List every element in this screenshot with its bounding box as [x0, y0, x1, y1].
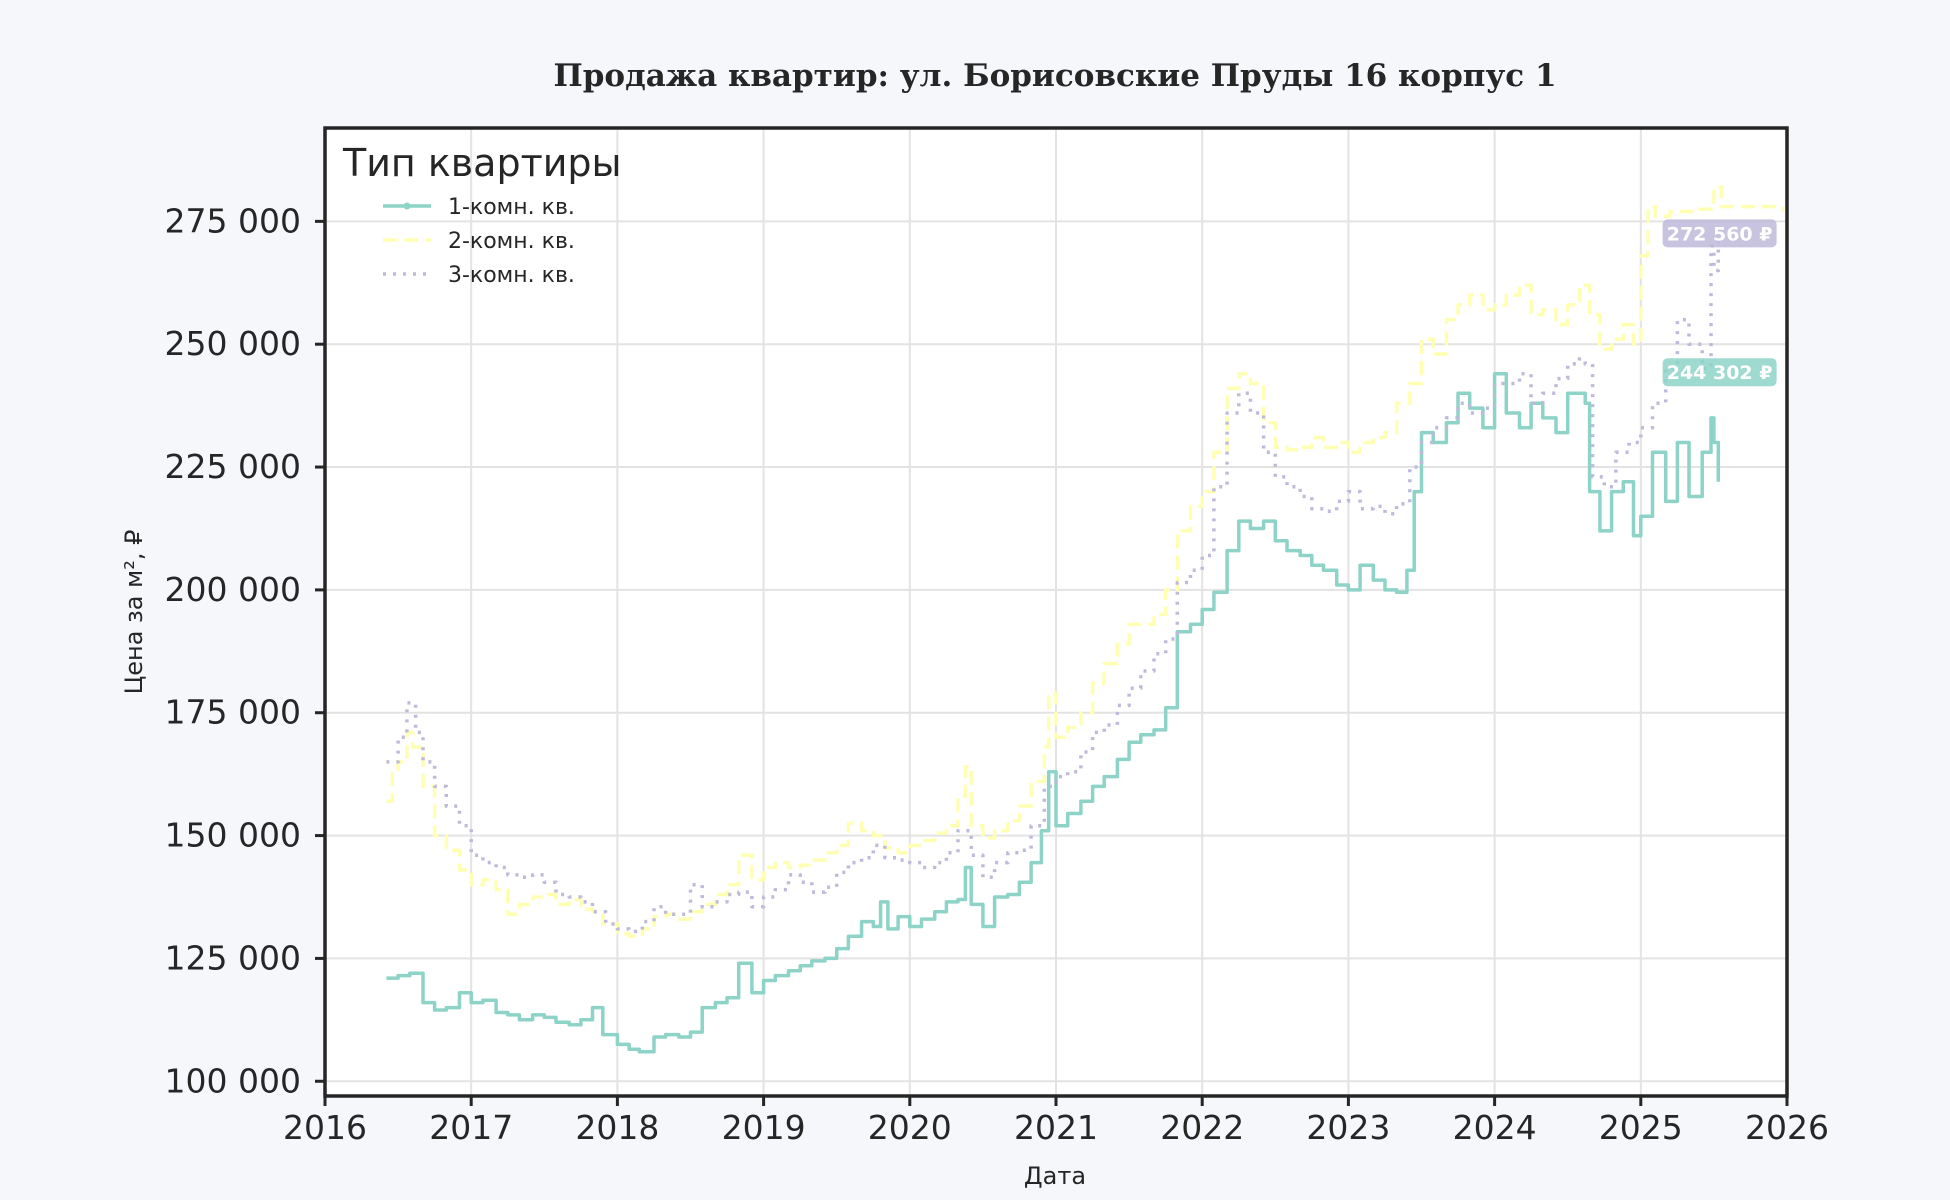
y-axis-label: Цена за м², ₽: [120, 530, 148, 695]
y-tick-label-1: 125 000: [165, 938, 301, 977]
x-tick-label-5: 2021: [1014, 1108, 1098, 1147]
axis-ticks: 2016 2017 2018 2019 2020 2021 2022 2023 2024 2025…: [165, 201, 1829, 1147]
value-badge-0: 272 560 ₽: [1667, 223, 1773, 245]
y-tick-label-4: 200 000: [165, 570, 301, 609]
legend-title: Тип квартиры: [342, 141, 622, 185]
x-tick-label-3: 2019: [722, 1108, 806, 1147]
legend-label-1-room: 1-комн. кв.: [448, 195, 575, 220]
chart-title: Продажа квартир: ул. Борисовские Пруды 1…: [553, 58, 1556, 94]
value-badges: 272 560 ₽ 244 302 ₽: [1662, 219, 1777, 387]
y-tick-label-6: 250 000: [165, 324, 301, 363]
x-tick-label-7: 2023: [1306, 1108, 1390, 1147]
x-tick-label-6: 2022: [1160, 1108, 1244, 1147]
legend-label-2-room: 2-комн. кв.: [448, 229, 575, 254]
x-tick-label-0: 2016: [283, 1108, 367, 1147]
value-badge-1: 244 302 ₽: [1667, 362, 1773, 384]
series-line-1-room: [386, 371, 1721, 1054]
x-tick-label-1: 2017: [429, 1108, 513, 1147]
y-tick-label-0: 100 000: [165, 1061, 301, 1100]
y-tick-label-2: 150 000: [165, 816, 301, 855]
y-tick-label-5: 225 000: [165, 447, 301, 486]
series-line-2-room: [386, 185, 1785, 939]
x-tick-label-8: 2024: [1453, 1108, 1537, 1147]
legend: Тип квартиры 1-комн. кв. 2-комн. кв. 3-к…: [342, 141, 622, 288]
value-badge-bg-0: [1662, 219, 1777, 248]
legend-marker-1-room: [403, 202, 411, 210]
x-tick-label-2: 2018: [575, 1108, 659, 1147]
x-tick-label-9: 2025: [1599, 1108, 1683, 1147]
legend-label-3-room: 3-комн. кв.: [448, 263, 575, 288]
x-tick-label-10: 2026: [1745, 1108, 1829, 1147]
value-badge-bg-1: [1662, 358, 1777, 387]
series-layer: [386, 185, 1785, 1054]
x-tick-label-4: 2020: [868, 1108, 952, 1147]
y-tick-label-3: 175 000: [165, 693, 301, 732]
x-axis-label: Дата: [1024, 1162, 1086, 1190]
y-tick-label-7: 275 000: [165, 201, 301, 240]
